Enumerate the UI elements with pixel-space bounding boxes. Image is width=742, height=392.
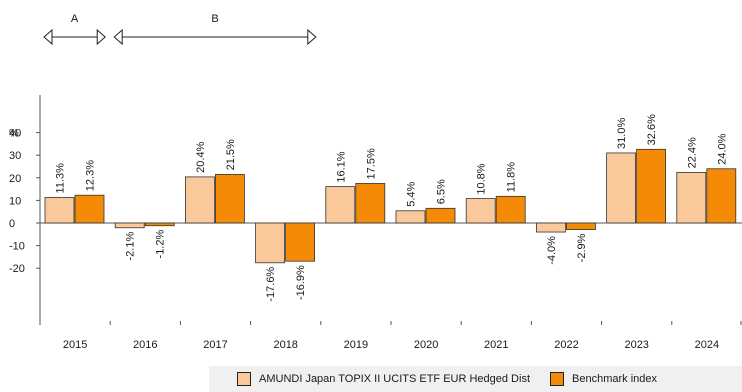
y-tick-label: 0 — [9, 218, 15, 230]
bar-benchmark — [355, 183, 386, 224]
data-label-benchmark: 32.6% — [646, 114, 658, 145]
bar-fund — [255, 222, 286, 264]
legend-item-fund: AMUNDI Japan TOPIX II UCITS ETF EUR Hedg… — [237, 372, 530, 386]
y-tick-label: 20 — [9, 173, 21, 185]
data-label-benchmark: -1.2% — [155, 230, 167, 259]
period-label: B — [211, 13, 218, 25]
x-tick-label: 2019 — [344, 339, 368, 351]
bar-benchmark — [495, 195, 526, 224]
data-label-fund: -4.0% — [546, 236, 558, 265]
data-label-benchmark: 12.3% — [85, 160, 97, 191]
bar-benchmark — [144, 222, 175, 227]
legend-swatch-fund — [237, 372, 251, 386]
data-label-benchmark: 21.5% — [225, 139, 237, 170]
data-label-benchmark: -16.9% — [295, 265, 307, 300]
data-label-fund: 11.3% — [55, 163, 67, 194]
period-arrow-right — [96, 28, 106, 46]
data-label-fund: 16.1% — [335, 151, 347, 182]
y-tick-label: 10 — [9, 195, 21, 207]
bar-benchmark — [285, 222, 316, 262]
bar-fund — [606, 152, 636, 224]
period-label: A — [71, 13, 79, 25]
x-tick-label: 2021 — [484, 339, 508, 351]
bar-fund — [114, 222, 145, 229]
chart-legend: AMUNDI Japan TOPIX II UCITS ETF EUR Hedg… — [209, 366, 742, 392]
bar-benchmark — [74, 194, 105, 224]
legend-swatch-benchmark — [550, 372, 565, 386]
data-label-fund: -17.6% — [265, 267, 277, 302]
bar-benchmark — [214, 174, 245, 224]
bar-fund — [325, 186, 356, 224]
period-arrow-left — [113, 28, 123, 46]
data-label-fund: 5.4% — [406, 182, 418, 207]
bar-fund — [44, 197, 75, 224]
legend-label-benchmark: Benchmark index — [572, 373, 658, 385]
x-tick-label: 2024 — [695, 339, 719, 351]
x-tick-label: 2020 — [414, 339, 438, 351]
bar-fund — [465, 198, 496, 224]
y-tick-label: 40 — [9, 128, 21, 140]
data-label-fund: 10.8% — [476, 163, 488, 194]
x-tick-label: 2016 — [133, 339, 157, 351]
data-label-fund: 20.4% — [195, 141, 207, 172]
x-tick-label: 2022 — [554, 339, 578, 351]
bar-benchmark — [636, 148, 666, 224]
y-tick-label: -20 — [9, 263, 25, 275]
data-label-fund: 22.4% — [686, 137, 698, 168]
y-tick-label: -10 — [9, 241, 25, 253]
bar-fund — [184, 176, 215, 224]
legend-item-benchmark: Benchmark index — [550, 372, 657, 386]
data-label-fund: -2.1% — [125, 232, 137, 261]
data-label-fund: 31.0% — [616, 118, 628, 149]
data-label-benchmark: 11.8% — [506, 162, 518, 193]
legend-label-fund: AMUNDI Japan TOPIX II UCITS ETF EUR Hedg… — [259, 373, 531, 385]
y-tick-label: 30 — [9, 150, 21, 162]
x-tick-label: 2023 — [624, 339, 648, 351]
period-arrow-right — [307, 28, 317, 46]
bar-benchmark — [706, 168, 737, 224]
bar-fund — [395, 210, 426, 224]
period-arrow-left — [43, 28, 53, 46]
bar-benchmark — [425, 207, 456, 224]
y-axis-unit-label: % — [9, 128, 19, 140]
data-label-benchmark: 17.5% — [365, 148, 377, 179]
bar-fund — [536, 222, 566, 233]
data-label-benchmark: -2.9% — [576, 233, 588, 262]
x-tick-label: 2018 — [273, 339, 297, 351]
data-label-benchmark: 24.0% — [716, 133, 728, 164]
x-tick-label: 2017 — [203, 339, 227, 351]
bar-benchmark — [566, 222, 596, 230]
data-label-benchmark: 6.5% — [436, 179, 448, 204]
bar-fund — [676, 171, 707, 224]
x-tick-label: 2015 — [63, 339, 87, 351]
